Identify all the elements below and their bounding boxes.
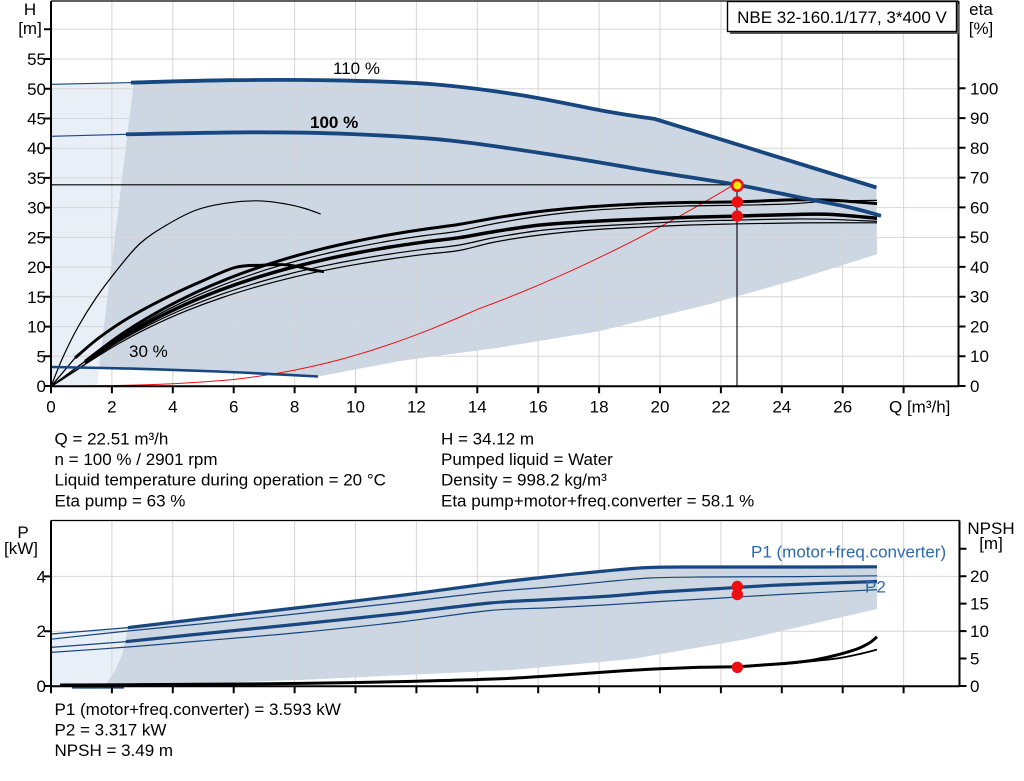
- svg-text:2: 2: [37, 622, 46, 641]
- svg-text:NBE 32-160.1/177, 3*400 V: NBE 32-160.1/177, 3*400 V: [737, 8, 947, 27]
- svg-text:P2: P2: [865, 578, 886, 597]
- svg-text:25: 25: [27, 228, 46, 247]
- svg-text:10: 10: [970, 347, 989, 366]
- svg-text:H = 34.12 m: H = 34.12 m: [441, 429, 534, 448]
- svg-text:0: 0: [37, 377, 46, 396]
- svg-text:10: 10: [970, 622, 989, 641]
- svg-text:Q = 22.51 m³/h: Q = 22.51 m³/h: [55, 429, 169, 448]
- svg-text:14: 14: [468, 398, 487, 417]
- svg-text:16: 16: [529, 398, 548, 417]
- svg-text:30: 30: [27, 199, 46, 218]
- svg-text:100: 100: [970, 79, 998, 98]
- svg-text:H: H: [24, 0, 36, 19]
- svg-text:110 %: 110 %: [333, 59, 380, 78]
- svg-text:0: 0: [37, 677, 46, 696]
- svg-text:30: 30: [970, 288, 989, 307]
- svg-text:[m]: [m]: [979, 534, 1003, 553]
- svg-text:55: 55: [27, 50, 46, 69]
- svg-text:0: 0: [970, 677, 979, 696]
- svg-text:P1 (motor+freq.converter): P1 (motor+freq.converter): [751, 543, 946, 562]
- svg-text:8: 8: [290, 398, 299, 417]
- svg-text:10: 10: [346, 398, 365, 417]
- svg-text:P1 (motor+freq.converter) = 3.: P1 (motor+freq.converter) = 3.593 kW: [55, 700, 341, 719]
- svg-text:20: 20: [651, 398, 670, 417]
- svg-text:[kW]: [kW]: [4, 539, 38, 558]
- svg-text:15: 15: [27, 288, 46, 307]
- svg-text:20: 20: [970, 317, 989, 336]
- svg-text:2: 2: [107, 398, 116, 417]
- svg-text:20: 20: [970, 567, 989, 586]
- svg-text:NPSH: NPSH: [967, 519, 1014, 538]
- svg-text:40: 40: [970, 258, 989, 277]
- svg-text:90: 90: [970, 109, 989, 128]
- svg-text:P2 = 3.317 kW: P2 = 3.317 kW: [55, 721, 167, 740]
- svg-text:12: 12: [407, 398, 426, 417]
- svg-text:70: 70: [970, 169, 989, 188]
- svg-text:[m]: [m]: [18, 19, 42, 38]
- svg-text:10: 10: [27, 318, 46, 337]
- svg-text:15: 15: [970, 595, 989, 614]
- svg-text:45: 45: [27, 109, 46, 128]
- svg-text:35: 35: [27, 169, 46, 188]
- svg-text:100 %: 100 %: [310, 113, 358, 132]
- svg-text:5: 5: [970, 650, 979, 669]
- svg-text:50: 50: [970, 228, 989, 247]
- svg-text:0: 0: [970, 377, 979, 396]
- svg-text:60: 60: [970, 198, 989, 217]
- svg-text:24: 24: [772, 398, 791, 417]
- svg-text:26: 26: [833, 398, 852, 417]
- svg-text:6: 6: [229, 398, 238, 417]
- svg-text:4: 4: [168, 398, 177, 417]
- svg-text:50: 50: [27, 80, 46, 99]
- svg-text:Density = 998.2 kg/m³: Density = 998.2 kg/m³: [441, 471, 607, 490]
- svg-text:Eta pump+motor+freq.converter: Eta pump+motor+freq.converter = 58.1 %: [441, 491, 754, 510]
- svg-text:0: 0: [46, 398, 55, 417]
- svg-text:20: 20: [27, 258, 46, 277]
- svg-text:Pumped liquid = Water: Pumped liquid = Water: [441, 450, 613, 469]
- svg-text:4: 4: [37, 567, 46, 586]
- svg-text:Liquid temperature during oper: Liquid temperature during operation = 20…: [55, 471, 386, 490]
- svg-text:eta: eta: [969, 0, 993, 19]
- svg-text:80: 80: [970, 139, 989, 158]
- svg-text:NPSH = 3.49 m: NPSH = 3.49 m: [55, 741, 174, 760]
- svg-text:[%]: [%]: [969, 19, 994, 38]
- svg-text:Q [m³/h]: Q [m³/h]: [889, 398, 950, 417]
- svg-text:30 %: 30 %: [129, 342, 168, 361]
- svg-text:n = 100 % / 2901 rpm: n = 100 % / 2901 rpm: [55, 450, 218, 469]
- svg-text:Eta pump = 63 %: Eta pump = 63 %: [55, 491, 186, 510]
- svg-text:5: 5: [37, 347, 46, 366]
- svg-text:18: 18: [590, 398, 609, 417]
- svg-text:P: P: [17, 523, 28, 542]
- svg-text:22: 22: [711, 398, 730, 417]
- svg-text:40: 40: [27, 139, 46, 158]
